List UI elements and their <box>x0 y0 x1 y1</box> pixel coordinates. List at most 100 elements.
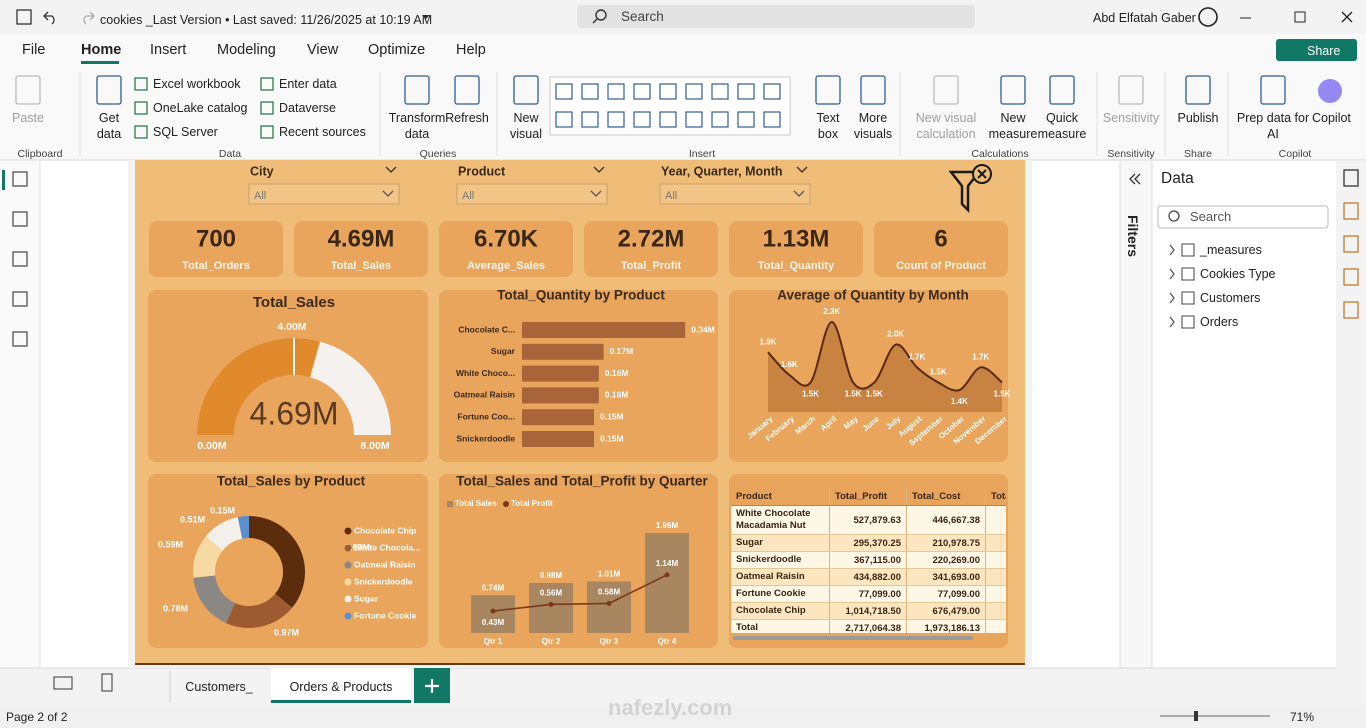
small-icon <box>134 125 148 139</box>
ribbon-button[interactable]: Copilot <box>1312 111 1351 125</box>
page-tab[interactable]: Customers_ <box>185 680 253 694</box>
table-cell: 446,667.38 <box>906 505 986 535</box>
gallery-icon <box>555 111 573 128</box>
menu-tab[interactable]: View <box>307 42 339 58</box>
share-button[interactable] <box>1276 39 1357 61</box>
area-value-label: 1.5K <box>930 368 947 377</box>
ribbon-button[interactable]: New measure <box>988 111 1038 141</box>
ribbon-group-label: Sensitivity <box>1107 148 1155 160</box>
legend-label: Fortune Cookie <box>354 610 417 620</box>
nav-icon[interactable] <box>12 331 28 347</box>
zoom-level: 71% <box>1290 710 1315 724</box>
slicer-box[interactable] <box>456 183 608 205</box>
ribbon-small-button[interactable]: Recent sources <box>279 125 366 139</box>
data-table[interactable]: _measures <box>1200 243 1262 257</box>
menu-tab[interactable]: Help <box>456 42 486 58</box>
gallery-icon <box>633 83 651 100</box>
ribbon-button[interactable]: Publish <box>1177 111 1219 125</box>
menu-tab[interactable]: Home <box>81 42 122 58</box>
data-table[interactable]: Customers <box>1200 291 1261 305</box>
menu-tab[interactable]: File <box>22 42 46 58</box>
card-value: 4.69M <box>328 225 395 252</box>
ribbon-button[interactable]: New visual <box>510 111 542 141</box>
right-rail <box>1336 161 1366 705</box>
ribbon-small-button[interactable]: SQL Server <box>153 125 218 139</box>
ribbon-button[interactable]: Refresh <box>445 111 489 125</box>
ribbon-button[interactable]: Text box <box>816 111 840 141</box>
ribbon-small-button[interactable]: Dataverse <box>279 101 336 115</box>
table-cell: 1,691,19 <box>985 602 1006 620</box>
menu-tab[interactable]: Optimize <box>368 42 426 58</box>
menu-tab[interactable]: Insert <box>150 42 187 58</box>
slicer-label: Year, Quarter, Month <box>661 164 783 178</box>
area-value-label: 1.7K <box>908 352 925 361</box>
share-label[interactable]: Share <box>1307 44 1341 58</box>
area-line <box>767 320 1003 392</box>
left-nav <box>0 161 40 668</box>
user-name: Abd Elfatah Gaber <box>1093 11 1196 25</box>
line <box>492 574 668 612</box>
nav-icon[interactable] <box>12 251 28 267</box>
ribbon-button[interactable]: Prep data for AI <box>1236 111 1310 141</box>
table-cell: Chocolate Chip <box>731 602 830 620</box>
line-point <box>606 600 612 606</box>
ribbon-button[interactable]: More visuals <box>853 111 893 141</box>
ribbon-button[interactable]: Get data <box>96 111 122 141</box>
search-box[interactable] <box>577 5 975 28</box>
total-cell: 2,717,064.38 <box>829 619 907 633</box>
bar-category: Chocolate C... <box>458 324 515 334</box>
ribbon-button[interactable]: Paste <box>12 111 44 125</box>
ribbon-small-button[interactable]: Excel workbook <box>153 77 241 91</box>
page-tabs-bar <box>0 668 1336 705</box>
gauge-value <box>197 338 320 435</box>
table-row: Chocolate Chip1,014,718.50676,479.001,69… <box>731 602 1006 620</box>
visual-gallery <box>549 76 791 136</box>
gallery-icon <box>685 83 703 100</box>
column-header: Product <box>731 487 830 506</box>
slicer-box[interactable] <box>248 183 400 205</box>
expand-chevron <box>1169 244 1175 256</box>
bar-value-label: 0.17M <box>610 346 634 356</box>
nav-icon[interactable] <box>12 291 28 307</box>
button-icon <box>513 75 539 105</box>
data-table[interactable]: Cookies Type <box>1200 267 1276 281</box>
slicer-label: Product <box>458 164 506 178</box>
button-icon <box>1260 75 1286 105</box>
card <box>149 221 283 277</box>
ribbon-button[interactable]: New visual calculation <box>915 111 977 141</box>
legend-marker <box>344 595 352 603</box>
pane-search[interactable] <box>1157 205 1329 229</box>
ribbon-button[interactable]: Transform data <box>388 111 446 141</box>
menu-tab[interactable]: Modeling <box>217 42 276 58</box>
card-label: Total_Profit <box>621 260 682 272</box>
ribbon-small-button[interactable]: Enter data <box>279 77 337 91</box>
bar <box>529 583 573 633</box>
gallery-icon <box>581 111 599 128</box>
page-tab[interactable]: Orders & Products <box>289 680 393 694</box>
table-icon <box>1181 315 1195 329</box>
area-value-label: 1.6K <box>781 360 798 369</box>
slicer-dropdown <box>793 190 805 197</box>
small-icon <box>260 101 274 115</box>
line-point <box>664 572 670 578</box>
bar-category: Fortune Coo... <box>457 411 515 421</box>
slicer-box[interactable] <box>659 183 811 205</box>
ribbon-small-button[interactable]: OneLake catalog <box>153 101 248 115</box>
bar-value-label: 0.98M <box>540 571 563 580</box>
ribbon-button[interactable]: Quick measure <box>1037 111 1087 141</box>
area-value-label: 1.4K <box>951 397 968 406</box>
donut-value-label: 0.15M <box>210 505 235 515</box>
legend-label: Total Sales <box>455 499 497 508</box>
line-value-label: 0.56M <box>540 589 563 598</box>
ribbon-button[interactable]: Sensitivity <box>1102 111 1160 125</box>
document-title: cookies _Last Version • Last saved: 11/2… <box>100 13 433 27</box>
table-cell: Sugar <box>731 534 830 552</box>
filters-label: Filters <box>1125 214 1142 258</box>
legend-label: Snickerdoodle <box>354 576 413 586</box>
slicer-label: City <box>250 164 274 178</box>
data-table[interactable]: Orders <box>1200 315 1239 329</box>
nav-icon[interactable] <box>12 211 28 227</box>
nav-icon[interactable] <box>12 171 28 187</box>
button-icon <box>1049 75 1075 105</box>
